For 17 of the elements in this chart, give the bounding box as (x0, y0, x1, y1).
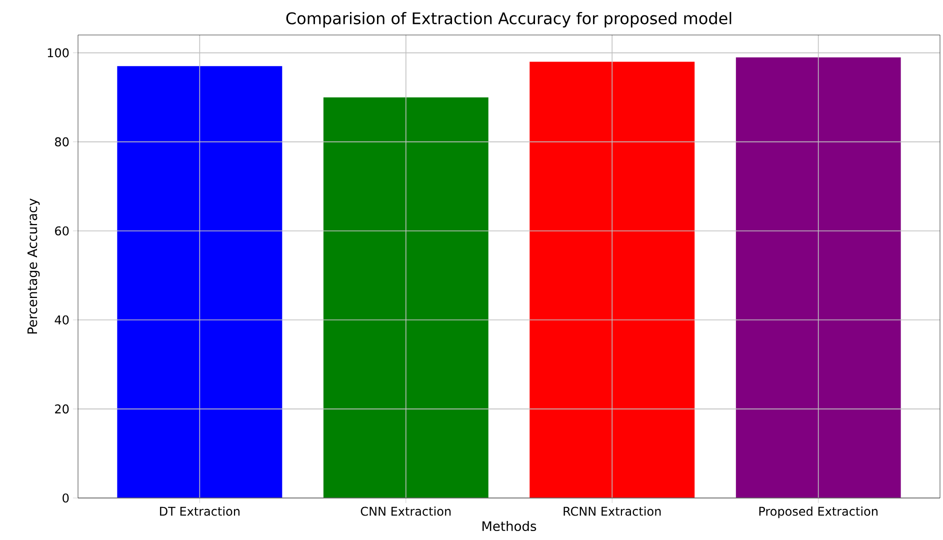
y-tick-label: 0 (62, 493, 69, 503)
y-tick-label: 40 (54, 315, 69, 324)
x-tick-label: RCNN Extraction (564, 506, 661, 516)
y-tick-label: 100 (48, 48, 69, 58)
bar (323, 97, 488, 498)
x-tick-label: CNN Extraction (360, 506, 451, 516)
chart-title: Comparision of Extraction Accuracy for proposed model (286, 12, 732, 28)
y-tick-label: 20 (55, 404, 69, 414)
bar (530, 62, 695, 498)
x-tick-label: DT Extraction (160, 506, 240, 516)
bar (117, 66, 282, 498)
y-tick-label: 60 (55, 226, 69, 236)
x-axis-title: Methods (482, 520, 536, 532)
y-axis-title: Percentage Accuracy (28, 198, 40, 334)
bar (736, 57, 901, 498)
x-tick-label: Proposed Extraction (759, 506, 878, 518)
y-tick-label: 80 (55, 137, 69, 146)
